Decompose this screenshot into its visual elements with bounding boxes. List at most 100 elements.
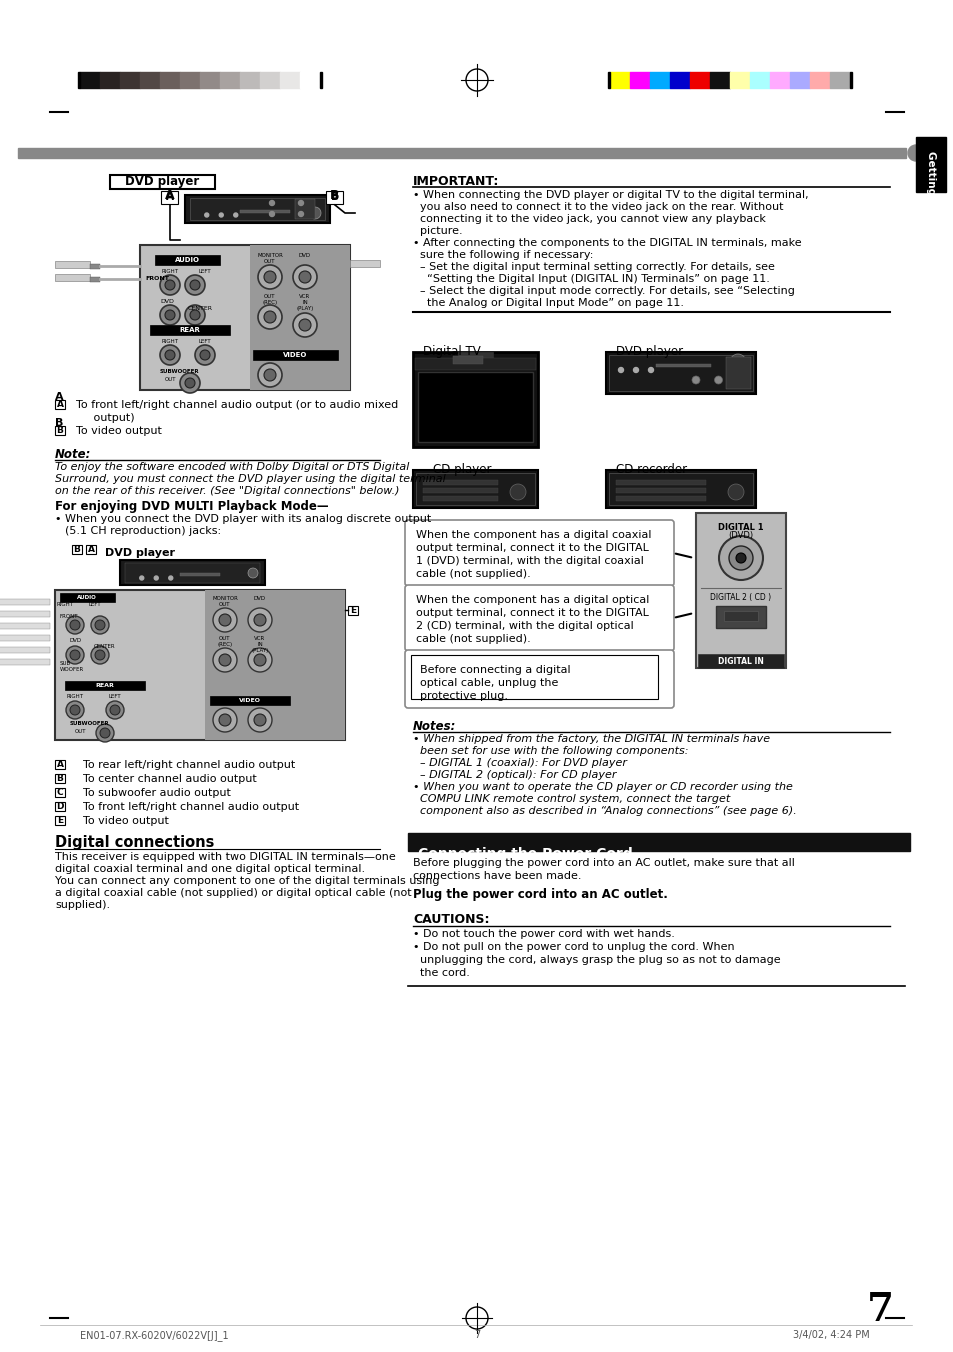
Circle shape — [66, 646, 84, 664]
Circle shape — [907, 145, 923, 161]
Text: SUB: SUB — [60, 661, 71, 667]
Circle shape — [691, 376, 700, 384]
Bar — [749, 72, 769, 88]
Bar — [180, 72, 200, 88]
Circle shape — [248, 648, 272, 672]
Text: A: A — [56, 760, 64, 769]
Text: 3/4/02, 4:24 PM: 3/4/02, 4:24 PM — [792, 1330, 869, 1340]
Text: “Setting the Digital Input (DIGITAL IN) Terminals” on page 11.: “Setting the Digital Input (DIGITAL IN) … — [413, 274, 769, 284]
Text: VIDEO: VIDEO — [239, 698, 261, 703]
Text: DVD: DVD — [298, 253, 311, 258]
FancyBboxPatch shape — [161, 191, 178, 204]
Bar — [415, 358, 536, 370]
Text: DVD player: DVD player — [105, 548, 174, 558]
FancyBboxPatch shape — [348, 606, 357, 615]
Text: DVD player: DVD player — [125, 176, 199, 188]
Circle shape — [219, 654, 231, 667]
Text: A: A — [166, 192, 173, 201]
Text: picture.: picture. — [413, 226, 462, 237]
FancyBboxPatch shape — [55, 773, 65, 783]
Circle shape — [185, 306, 205, 324]
Text: (DVD): (DVD) — [728, 531, 753, 539]
Circle shape — [160, 274, 180, 295]
Text: output terminal, connect it to the DIGITAL: output terminal, connect it to the DIGIT… — [416, 544, 648, 553]
Circle shape — [269, 200, 274, 206]
Text: Note:: Note: — [55, 448, 91, 461]
Bar — [260, 72, 280, 88]
Text: VIDEO: VIDEO — [282, 352, 307, 358]
Text: E: E — [350, 606, 355, 615]
Text: • When shipped from the factory, the DIGITAL IN terminals have: • When shipped from the factory, the DIG… — [413, 734, 769, 744]
Text: (PLAY): (PLAY) — [296, 306, 314, 311]
Circle shape — [96, 725, 113, 742]
Bar — [0, 635, 50, 641]
Bar — [78, 72, 80, 88]
Text: To center channel audio output: To center channel audio output — [69, 773, 256, 784]
Text: IMPORTANT:: IMPORTANT: — [413, 174, 498, 188]
Text: OUT: OUT — [264, 260, 275, 264]
Text: FRONT: FRONT — [60, 614, 78, 619]
Text: For enjoying DVD MULTI Playback Mode—: For enjoying DVD MULTI Playback Mode— — [55, 500, 328, 512]
Bar — [616, 480, 705, 485]
Circle shape — [719, 535, 762, 580]
Text: SUBWOOFER: SUBWOOFER — [70, 721, 110, 726]
Bar — [55, 589, 345, 740]
Circle shape — [264, 311, 275, 323]
Circle shape — [66, 617, 84, 634]
FancyBboxPatch shape — [71, 545, 82, 554]
Text: AUDIO: AUDIO — [71, 596, 89, 602]
FancyBboxPatch shape — [110, 174, 214, 189]
Text: Getting Started: Getting Started — [925, 151, 935, 243]
Circle shape — [190, 280, 200, 289]
Bar — [608, 356, 752, 391]
Circle shape — [139, 576, 144, 580]
Text: connecting it to the video jack, you cannot view any playback: connecting it to the video jack, you can… — [413, 214, 765, 224]
Circle shape — [165, 280, 174, 289]
Bar — [809, 72, 829, 88]
Circle shape — [213, 708, 236, 731]
Text: • When you want to operate the CD player or CD recorder using the: • When you want to operate the CD player… — [413, 781, 792, 792]
Text: When the component has a digital coaxial: When the component has a digital coaxial — [416, 530, 651, 539]
Bar — [18, 147, 905, 158]
FancyBboxPatch shape — [154, 256, 220, 265]
Text: (REC): (REC) — [262, 300, 277, 306]
Bar — [319, 72, 322, 88]
Text: B: B — [56, 773, 63, 783]
Circle shape — [70, 704, 80, 715]
Text: – Select the digital input mode correctly. For details, see “Selecting: – Select the digital input mode correctl… — [413, 287, 794, 296]
Bar — [240, 72, 260, 88]
Text: B: B — [330, 189, 339, 201]
Bar — [605, 352, 755, 393]
Circle shape — [648, 368, 653, 373]
Text: – Set the digital input terminal setting correctly. For details, see: – Set the digital input terminal setting… — [413, 262, 774, 272]
Bar — [140, 72, 160, 88]
Circle shape — [510, 484, 525, 500]
Circle shape — [160, 306, 180, 324]
Text: CD player: CD player — [433, 462, 491, 476]
Bar — [608, 473, 752, 506]
Text: A: A — [88, 545, 94, 554]
Bar — [413, 470, 537, 508]
Bar — [698, 654, 783, 668]
Text: VCR: VCR — [299, 293, 311, 299]
Circle shape — [100, 727, 110, 738]
Circle shape — [257, 306, 282, 329]
Text: Before connecting a digital: Before connecting a digital — [419, 665, 570, 675]
Bar — [716, 606, 765, 627]
Text: B: B — [55, 418, 63, 429]
Text: To rear left/right channel audio output: To rear left/right channel audio output — [69, 760, 294, 771]
FancyBboxPatch shape — [405, 585, 673, 652]
Bar — [210, 696, 290, 704]
Bar — [417, 372, 533, 442]
Text: A: A — [55, 392, 64, 402]
Circle shape — [194, 345, 214, 365]
Bar — [616, 488, 705, 493]
Text: IN: IN — [302, 300, 308, 306]
Bar — [90, 277, 100, 283]
Text: cable (not supplied).: cable (not supplied). — [416, 634, 530, 644]
Bar — [849, 72, 851, 88]
Text: RIGHT: RIGHT — [161, 269, 178, 274]
Text: digital coaxial terminal and one digital optical terminal.: digital coaxial terminal and one digital… — [55, 864, 365, 873]
Circle shape — [213, 648, 236, 672]
Bar — [200, 72, 220, 88]
